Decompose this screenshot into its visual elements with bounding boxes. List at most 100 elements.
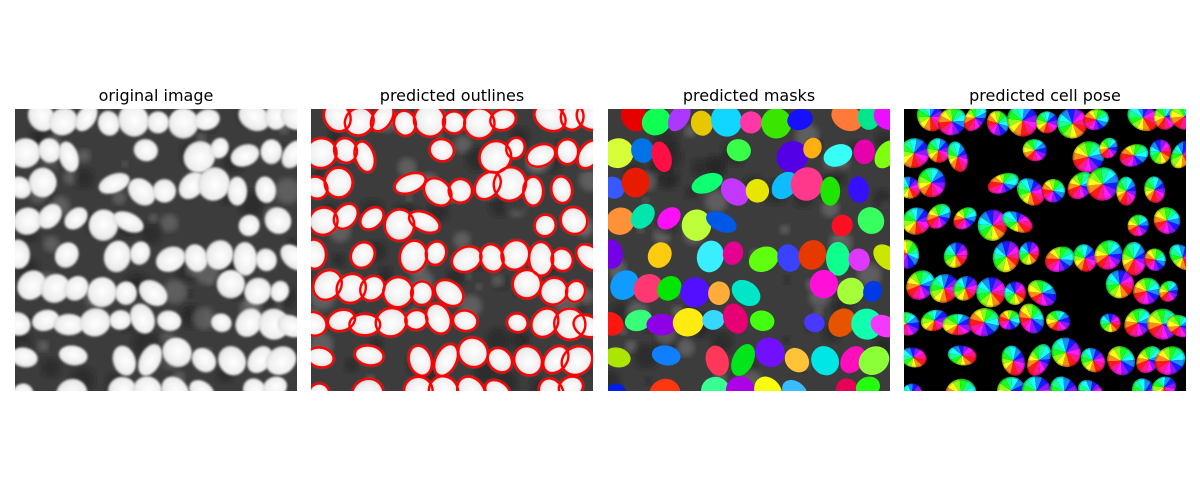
cell-blob [479, 141, 512, 173]
cell-flow [1013, 175, 1048, 209]
cell-blob [349, 313, 381, 336]
cell-mask [873, 244, 890, 271]
cell-mask [848, 248, 870, 272]
cell-flow [935, 109, 970, 139]
cell-mask [787, 109, 813, 131]
cell-blob [434, 279, 464, 307]
cell-blob [354, 345, 384, 366]
cell-mask [855, 376, 880, 391]
cell-mask [651, 141, 672, 173]
cell-blob [428, 376, 459, 391]
cell-blob [58, 345, 88, 366]
cell-mask [776, 141, 809, 173]
cell-mask [608, 239, 624, 269]
cell-mask [761, 109, 792, 139]
cell-blob [344, 109, 374, 136]
cell-flow [1078, 345, 1108, 375]
cell-blob [168, 109, 199, 139]
cell-blob [277, 314, 297, 338]
cell-blob [138, 279, 168, 307]
cell-mask [681, 209, 712, 241]
cell-blob [280, 109, 297, 130]
cell-outline [533, 213, 557, 238]
cell-blob [64, 207, 88, 230]
cell-mask [809, 269, 839, 299]
cell-outline [447, 177, 474, 204]
cell-flow [1081, 109, 1111, 134]
cell-mask [725, 376, 756, 391]
cell-outline [433, 278, 465, 308]
cell-blob [350, 242, 375, 268]
cell-mask [608, 311, 624, 336]
cell-blob [404, 376, 433, 391]
cell-mask [874, 140, 890, 169]
cell-mask [731, 344, 756, 376]
cell-blob [556, 139, 579, 165]
cell-blob [79, 308, 111, 337]
predicted-masks-image [608, 109, 890, 391]
cell-blob [161, 376, 190, 391]
cell-blob [480, 244, 504, 272]
cell-outline [575, 109, 593, 132]
cell-blob [115, 281, 137, 305]
cell-blob [540, 277, 568, 305]
cell-mask [690, 110, 713, 136]
cell-outline [424, 240, 448, 267]
cell-blob [129, 303, 155, 334]
cell-blob [132, 376, 163, 391]
cell-mask [771, 171, 798, 200]
cell-blob [178, 171, 205, 200]
cell-mask [731, 279, 761, 307]
cell-blob [15, 138, 41, 169]
cell-mask [651, 345, 681, 366]
cell-blob [48, 109, 78, 136]
cell-mask [705, 345, 729, 376]
cell-mask [624, 309, 653, 332]
cell-blob [103, 240, 131, 273]
cell-mask [608, 138, 634, 169]
cell-blob [15, 347, 38, 368]
cell-blob [425, 303, 451, 334]
panel-title-masks: predicted masks [682, 86, 816, 105]
cell-blob [405, 309, 428, 330]
cell-blob [235, 308, 263, 337]
cell-mask [672, 308, 704, 337]
cell-outline [350, 377, 385, 391]
cell-mask [649, 378, 681, 391]
cell-blob [334, 138, 357, 163]
cell-blob [538, 378, 564, 391]
cell-blob [264, 207, 292, 234]
cell-outline [402, 375, 434, 391]
cell-blob [327, 309, 356, 332]
cell-blob [58, 141, 79, 173]
cell-blob [383, 277, 413, 308]
cell-mask [835, 378, 861, 391]
cell-blob [280, 244, 297, 271]
cell-blob [485, 380, 511, 391]
cell-outline [412, 109, 447, 138]
cell-blob [194, 109, 220, 131]
cell-outline [422, 176, 453, 207]
cell-mask [857, 207, 885, 234]
cell-blob [184, 244, 208, 272]
cell-blob [531, 308, 559, 337]
cell-blob [98, 172, 130, 194]
panel-predicted-masks: predicted masks [608, 82, 890, 391]
cell-mask [722, 241, 744, 265]
cell-outline [348, 312, 382, 337]
original-image [15, 109, 297, 391]
cell-outline [564, 279, 587, 304]
cell-flow [942, 313, 974, 336]
cell-blob [311, 176, 328, 199]
cell-blob [31, 309, 60, 332]
cell-outline [424, 302, 453, 335]
cell-outline [353, 140, 377, 174]
cell-mask [608, 383, 627, 391]
cell-blob [423, 178, 452, 206]
cell-outline [542, 344, 570, 375]
cell-mask [657, 275, 682, 301]
cell-blob [112, 345, 136, 376]
cell-blob [270, 280, 290, 302]
cell-mask [804, 313, 825, 333]
cell-outline [505, 312, 529, 334]
